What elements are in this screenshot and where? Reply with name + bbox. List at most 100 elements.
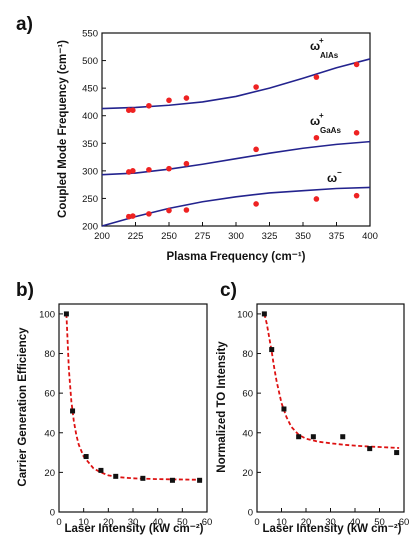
data-point bbox=[98, 467, 104, 473]
y-tick-label: 350 bbox=[82, 139, 98, 150]
panel-label-b: b) bbox=[16, 280, 34, 301]
model-curve bbox=[101, 140, 371, 176]
data-point bbox=[353, 61, 360, 68]
y-tick-label: 60 bbox=[242, 389, 253, 400]
data-point bbox=[130, 213, 136, 219]
data-point bbox=[197, 477, 203, 483]
data-point bbox=[253, 201, 259, 207]
x-tick-label: 275 bbox=[195, 231, 211, 242]
x-tick-label: 60 bbox=[202, 517, 213, 528]
data-point bbox=[253, 146, 259, 153]
chart-c-xlabel: Laser Intensity (kW cm⁻²) bbox=[263, 523, 402, 535]
annotation-omega-plus-gaas: ω + GaAs bbox=[310, 111, 341, 135]
data-point bbox=[281, 406, 287, 412]
x-tick-label: 40 bbox=[350, 517, 361, 528]
x-tick-label: 10 bbox=[78, 517, 89, 528]
y-tick-label: 450 bbox=[82, 84, 98, 95]
data-point bbox=[113, 473, 119, 479]
chart-b-ylabel: Carrier Generation Efficiency bbox=[17, 327, 29, 487]
data-point bbox=[353, 192, 360, 199]
chart-a-ylabel: Coupled Mode Frequency (cm⁻¹) bbox=[57, 40, 69, 218]
y-tick-label: 20 bbox=[242, 468, 253, 479]
x-tick-label: 30 bbox=[128, 517, 139, 528]
data-point bbox=[126, 107, 132, 113]
svg-text:+: + bbox=[319, 111, 324, 120]
svg-text:−: − bbox=[337, 168, 342, 177]
svg-text:AlAs: AlAs bbox=[320, 51, 339, 60]
y-tick-label: 40 bbox=[44, 428, 55, 439]
data-point bbox=[261, 311, 267, 317]
y-tick-label: 0 bbox=[50, 508, 55, 519]
data-point bbox=[169, 477, 175, 483]
data-point bbox=[310, 434, 316, 440]
data-point bbox=[166, 97, 172, 104]
x-tick-label: 0 bbox=[56, 517, 61, 528]
data-point bbox=[146, 211, 152, 217]
data-point bbox=[140, 475, 146, 481]
chart-c-frame bbox=[256, 303, 405, 513]
data-point bbox=[63, 311, 69, 317]
y-tick-label: 20 bbox=[44, 468, 55, 479]
data-point bbox=[183, 207, 190, 213]
data-point bbox=[166, 165, 172, 172]
x-tick-label: 375 bbox=[329, 231, 345, 242]
annotation-omega-minus: ω − bbox=[327, 168, 342, 185]
data-point bbox=[130, 168, 136, 174]
svg-text:GaAs: GaAs bbox=[320, 126, 341, 135]
data-point bbox=[183, 95, 190, 101]
annotation-omega-plus-alas: ω + AlAs bbox=[310, 36, 339, 60]
y-tick-label: 500 bbox=[82, 56, 98, 67]
data-point bbox=[367, 446, 373, 452]
data-point bbox=[313, 74, 320, 80]
chart-c-ylabel: Normalized TO Intensity bbox=[216, 341, 228, 473]
data-point bbox=[146, 102, 152, 109]
data-point bbox=[296, 434, 302, 440]
data-point bbox=[394, 450, 400, 456]
x-tick-label: 300 bbox=[228, 231, 244, 242]
x-tick-label: 20 bbox=[103, 517, 114, 528]
x-tick-label: 325 bbox=[262, 231, 278, 242]
panel-label-c: c) bbox=[220, 280, 237, 301]
y-tick-label: 0 bbox=[248, 508, 253, 519]
chart-a-xlabel: Plasma Frequency (cm⁻¹) bbox=[166, 251, 305, 263]
chart-c: 0 10 20 30 40 50 60 0 20 40 60 80 100 Laser Intensit… bbox=[216, 303, 410, 535]
fit-curve bbox=[263, 313, 400, 449]
chart-b-xlabel: Laser Intensity (kW cm⁻²) bbox=[65, 523, 204, 535]
y-tick-label: 300 bbox=[82, 166, 98, 177]
x-tick-label: 50 bbox=[374, 517, 385, 528]
data-point bbox=[183, 160, 190, 167]
data-point bbox=[353, 130, 360, 136]
x-tick-label: 40 bbox=[152, 517, 163, 528]
svg-text:ω: ω bbox=[310, 39, 320, 53]
y-tick-label: 400 bbox=[82, 111, 98, 122]
chart-b: 0 10 20 30 40 50 60 0 20 40 60 80 100 Laser Intensit… bbox=[17, 303, 213, 535]
model-curve bbox=[101, 58, 371, 110]
data-point bbox=[70, 408, 76, 414]
svg-text:ω: ω bbox=[310, 114, 320, 128]
model-curve bbox=[101, 186, 371, 227]
y-tick-label: 100 bbox=[39, 309, 55, 320]
data-point bbox=[269, 347, 275, 353]
x-tick-label: 50 bbox=[177, 517, 188, 528]
x-tick-label: 400 bbox=[362, 231, 378, 242]
y-tick-label: 40 bbox=[242, 428, 253, 439]
y-tick-label: 80 bbox=[242, 349, 253, 360]
x-tick-label: 350 bbox=[295, 231, 311, 242]
x-tick-label: 0 bbox=[254, 517, 259, 528]
data-point bbox=[166, 207, 172, 214]
data-point bbox=[340, 434, 346, 440]
y-tick-label: 100 bbox=[237, 309, 253, 320]
x-tick-label: 20 bbox=[301, 517, 312, 528]
x-tick-label: 60 bbox=[399, 517, 410, 528]
y-tick-label: 250 bbox=[82, 194, 98, 205]
y-tick-label: 80 bbox=[44, 349, 55, 360]
chart-a: 200 225 250 275 300 325 350 375 400 200 250 300 350 4… bbox=[57, 29, 378, 264]
data-point bbox=[146, 166, 152, 173]
x-tick-label: 250 bbox=[161, 231, 177, 242]
panel-label-a: a) bbox=[16, 14, 33, 35]
x-tick-label: 30 bbox=[325, 517, 336, 528]
data-point bbox=[313, 196, 320, 202]
svg-text:ω: ω bbox=[327, 171, 337, 185]
y-tick-label: 200 bbox=[82, 222, 98, 233]
